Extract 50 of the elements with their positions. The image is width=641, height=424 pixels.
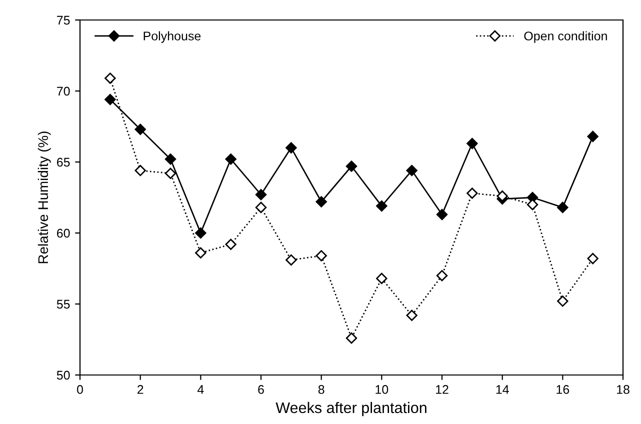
point	[134, 124, 146, 135]
y-tick-label: 70	[57, 86, 70, 96]
point	[104, 72, 116, 84]
point	[406, 310, 418, 321]
x-tick-label: 6	[258, 385, 264, 394]
point	[255, 202, 267, 214]
x-tick-label: 18	[617, 385, 630, 394]
legend-label: Polyhouse	[144, 31, 201, 43]
x-tick-label: 8	[318, 385, 324, 394]
point	[316, 196, 327, 208]
point	[557, 296, 568, 307]
point	[316, 250, 327, 262]
y-tick-label: 75	[57, 16, 70, 25]
point	[346, 160, 358, 172]
point	[406, 164, 418, 176]
y-tick-label: 50	[56, 370, 70, 380]
point	[195, 227, 206, 239]
y-tick-label: 60	[57, 228, 70, 238]
point	[587, 252, 598, 264]
legend-label: Open condition	[524, 31, 607, 43]
point	[466, 188, 478, 199]
y-tick-label: 55	[56, 300, 70, 309]
point	[436, 270, 448, 282]
point	[104, 94, 116, 106]
x-axis-title: Weeks after plantation	[276, 402, 426, 416]
point	[225, 238, 236, 250]
point	[286, 142, 297, 154]
x-tick-label: 12	[436, 385, 448, 394]
point	[557, 202, 568, 214]
point	[286, 254, 297, 266]
point	[376, 272, 388, 284]
x-tick-label: 0	[77, 385, 83, 394]
y-axis-title: Relative Humidity (%)	[38, 132, 51, 264]
x-tick-label: 2	[137, 385, 144, 394]
point	[346, 332, 358, 344]
point	[164, 168, 176, 179]
point	[134, 164, 146, 176]
x-tick-label: 16	[556, 385, 570, 394]
point	[466, 138, 478, 150]
x-tick-label: 4	[197, 385, 204, 394]
point	[164, 154, 176, 165]
point	[587, 130, 598, 142]
point	[195, 247, 206, 258]
x-tick-label: 10	[376, 385, 388, 394]
y-tick-label: 65	[57, 158, 70, 167]
point	[376, 200, 388, 212]
point	[255, 189, 267, 200]
point	[225, 154, 236, 165]
point	[436, 208, 448, 220]
x-tick-label: 14	[496, 385, 509, 394]
